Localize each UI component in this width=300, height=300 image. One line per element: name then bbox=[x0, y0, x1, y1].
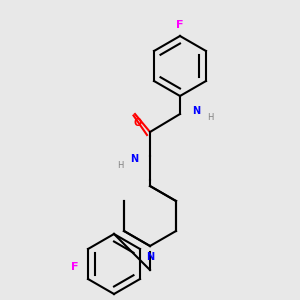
Text: O: O bbox=[134, 118, 142, 128]
Text: H: H bbox=[207, 112, 213, 122]
Text: F: F bbox=[176, 20, 184, 30]
Text: N: N bbox=[146, 252, 154, 262]
Text: N: N bbox=[130, 154, 138, 164]
Text: N: N bbox=[192, 106, 200, 116]
Text: F: F bbox=[70, 262, 78, 272]
Text: H: H bbox=[117, 160, 123, 169]
